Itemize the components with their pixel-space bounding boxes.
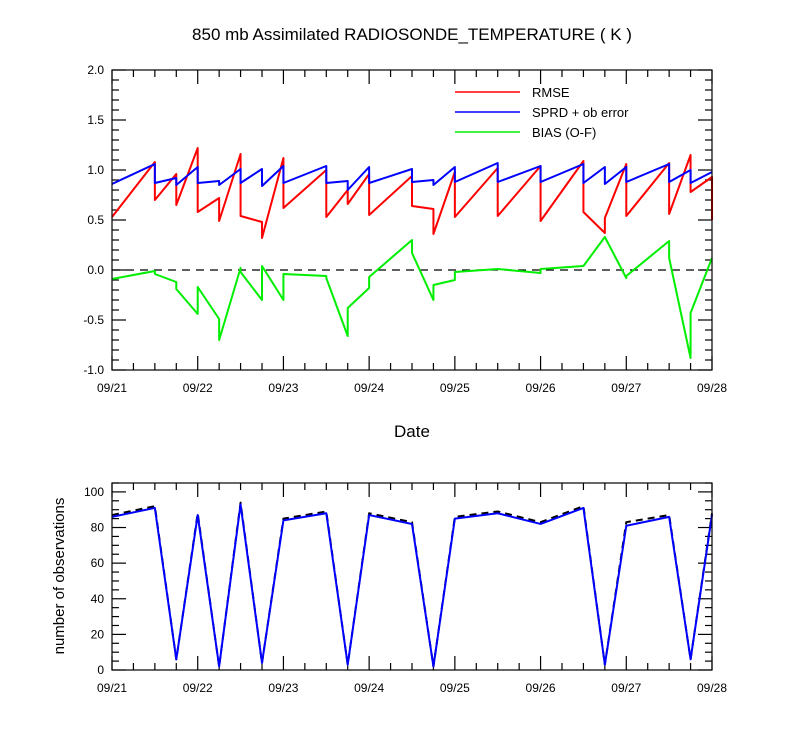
top-series-line-1 [111, 162, 713, 191]
legend-label-bias: BIAS (O-F) [532, 125, 596, 140]
top-x-tick-label: 09/24 [354, 381, 384, 395]
top-y-tick-label: 0.5 [87, 213, 104, 227]
bottom-x-tick-label: 09/28 [697, 681, 727, 695]
chart-title: 850 mb Assimilated RADIOSONDE_TEMPERATUR… [192, 25, 632, 44]
top-plot-frame [111, 69, 713, 371]
bottom-y-tick-label: 60 [91, 556, 105, 570]
top-x-tick-label: 09/21 [97, 381, 127, 395]
top-y-tick-label: 2.0 [87, 63, 104, 77]
top-y-tick-label: 1.5 [87, 113, 104, 127]
bottom-x-tick-labels: 09/21 09/22 09/23 09/24 09/25 09/26 09/27 09/28 [97, 681, 727, 695]
top-x-tick-label: 09/28 [697, 381, 727, 395]
top-panel: -1.0-0.50.00.51.01.52.0 09/21 09/22 09/23 0… [83, 63, 727, 441]
top-x-tick-label: 09/22 [183, 381, 213, 395]
bottom-series [111, 501, 713, 668]
bottom-x-tick-label: 09/26 [526, 681, 556, 695]
legend-entry-sprd: SPRD + ob error [455, 105, 629, 120]
top-x-axis-title: Date [394, 422, 430, 441]
top-series [111, 147, 713, 359]
top-series-line-2 [111, 236, 713, 359]
top-x-tick-label: 09/25 [440, 381, 470, 395]
top-y-tick-label: 1.0 [87, 163, 104, 177]
legend-label-sprd: SPRD + ob error [532, 105, 629, 120]
top-x-tick-labels: 09/21 09/22 09/23 09/24 09/25 09/26 09/27 09/28 [97, 381, 727, 395]
top-y-tick-labels: -1.0 -0.5 0.0 0.5 1.0 1.5 2.0 [83, 63, 104, 377]
top-y-tick-label: -1.0 [83, 363, 104, 377]
bottom-x-tick-label: 09/21 [97, 681, 127, 695]
bottom-y-axis-title: number of observations [51, 498, 68, 655]
top-x-tick-label: 09/26 [526, 381, 556, 395]
legend-label-rmse: RMSE [532, 85, 570, 100]
top-x-tick-label: 09/27 [611, 381, 641, 395]
bottom-x-tick-label: 09/27 [611, 681, 641, 695]
legend: RMSE SPRD + ob error BIAS (O-F) [455, 85, 629, 140]
legend-entry-rmse: RMSE [455, 85, 570, 100]
bottom-x-tick-label: 09/25 [440, 681, 470, 695]
bottom-x-tick-label: 09/23 [268, 681, 298, 695]
bottom-y-tick-label: 20 [91, 627, 105, 641]
bottom-x-tick-label: 09/24 [354, 681, 384, 695]
top-x-tick-label: 09/23 [268, 381, 298, 395]
bottom-y-tick-labels: 0 20 40 60 80 100 [84, 485, 104, 677]
bottom-y-tick-label: 0 [97, 663, 104, 677]
legend-entry-bias: BIAS (O-F) [455, 125, 596, 140]
bottom-x-tick-label: 09/22 [183, 681, 213, 695]
bottom-plot-frame [111, 482, 713, 671]
bottom-y-tick-label: 40 [91, 592, 105, 606]
bottom-y-tick-label: 100 [84, 485, 104, 499]
bottom-series-line-1 [111, 503, 713, 668]
bottom-ticks [111, 482, 713, 671]
top-y-tick-label: -0.5 [83, 313, 104, 327]
bottom-y-tick-label: 80 [91, 521, 105, 535]
top-y-tick-label: 0.0 [87, 263, 104, 277]
top-series-line-0 [111, 147, 713, 239]
